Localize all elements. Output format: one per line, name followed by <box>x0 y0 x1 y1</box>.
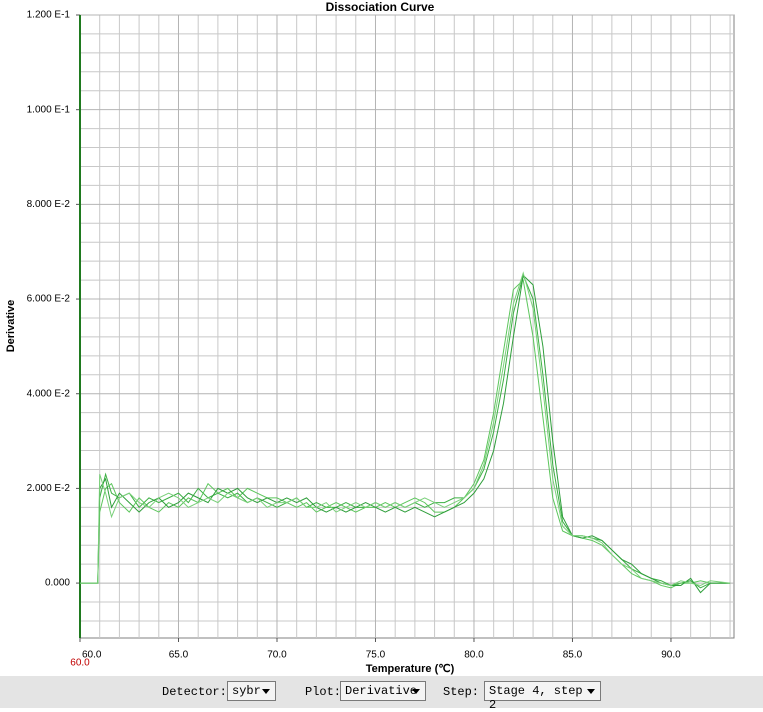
detector-label: Detector: <box>162 685 227 699</box>
step-value: Stage 4, step 2 <box>489 684 583 712</box>
detector-value: sybr <box>232 684 261 698</box>
plot-area <box>79 14 735 639</box>
y-tick-label: 4.000 E-2 <box>27 388 71 399</box>
chart: Dissociation Curve Temperature (℃) Deriv… <box>5 0 735 675</box>
x-tick-label: 75.0 <box>366 650 386 661</box>
x-tick-label: 90.0 <box>661 650 681 661</box>
x-tick-label: 85.0 <box>563 650 583 661</box>
y-tick-label: 1.000 E-1 <box>27 104 71 115</box>
x-tick-label: 70.0 <box>267 650 287 661</box>
step-label: Step: <box>443 685 480 699</box>
y-tick-label: 6.000 E-2 <box>27 294 71 305</box>
x-tick-label: 80.0 <box>464 650 484 661</box>
data-line <box>80 274 731 594</box>
detector-select[interactable]: sybr <box>227 681 276 701</box>
plot-value: Derivative <box>345 684 418 698</box>
x-tick-label: 60.0 <box>82 650 102 661</box>
plot-label: Plot: <box>305 685 342 699</box>
plot-select[interactable]: Derivative <box>340 681 426 701</box>
y-tick-label: 1.200 E-1 <box>27 10 71 21</box>
data-line <box>80 271 731 586</box>
step-select[interactable]: Stage 4, step 2 <box>484 681 601 712</box>
y-tick-label: 0.000 <box>45 578 70 589</box>
y-tick-label: 2.000 E-2 <box>27 483 71 494</box>
y-tick-label: 8.000 E-2 <box>27 199 71 210</box>
toolbar: Detector: sybr Plot: Derivative Step: St… <box>0 676 763 712</box>
chart-title: Dissociation Curve <box>326 0 435 14</box>
x-tick-label: 65.0 <box>169 650 189 661</box>
y-axis-title: Derivative <box>5 300 17 353</box>
x-cursor-label: 60.0 <box>70 658 90 669</box>
x-axis-title: Temperature (℃) <box>366 663 455 675</box>
